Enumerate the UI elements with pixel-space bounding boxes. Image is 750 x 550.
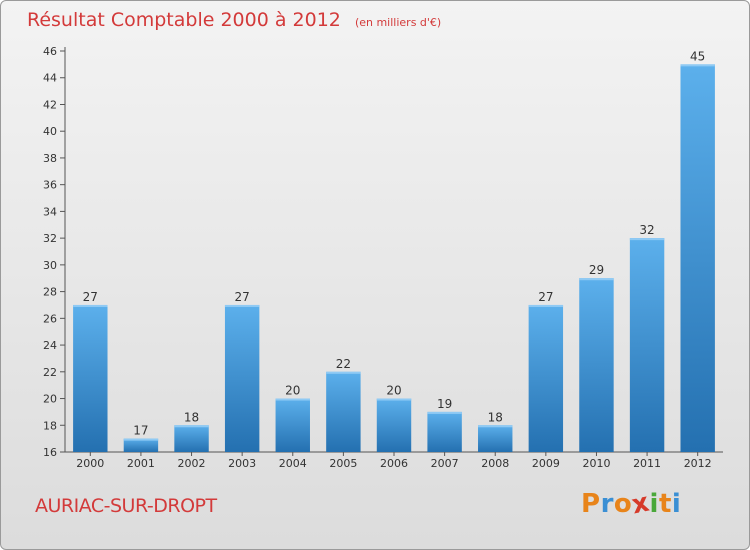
data-label: 19 (437, 397, 452, 411)
data-label: 29 (589, 263, 604, 277)
bar-rect (579, 278, 614, 452)
x-tick-label: 2010 (582, 457, 610, 470)
bar-rect (427, 411, 462, 452)
logo-letter: r (600, 489, 614, 519)
y-tick-label: 24 (43, 339, 57, 352)
x-axis: 2000 2001 2002 2003 2004 2005 2006 2007 2008 2009… (65, 451, 723, 470)
data-label: 20 (285, 384, 300, 398)
bar-highlight (629, 238, 665, 241)
y-tick-label: 20 (43, 393, 57, 406)
bar-rect (629, 238, 665, 452)
y-tick-label: 26 (43, 312, 57, 325)
x-tick-label: 2009 (532, 457, 560, 470)
logo-letter: t (658, 489, 672, 519)
x-tick-label: 2005 (329, 457, 357, 470)
y-tick-label: 46 (43, 45, 57, 58)
y-tick-label: 32 (43, 232, 57, 245)
bar-highlight (478, 425, 513, 428)
y-tick-label: 16 (43, 446, 57, 459)
bar-rect (224, 304, 260, 452)
y-tick-label: 38 (43, 152, 57, 165)
y-tick-label: 42 (43, 98, 57, 111)
y-tick-label: 28 (43, 286, 57, 299)
chart-title: Résultat Comptable 2000 à 2012 (en milli… (27, 9, 441, 31)
data-label: 45 (690, 49, 705, 63)
x-tick-label: 2003 (228, 457, 256, 470)
bar-2001 (123, 438, 159, 452)
bar-rect (73, 304, 108, 452)
data-label: 17 (133, 424, 148, 438)
chart-title-text: Résultat Comptable 2000 à 2012 (27, 9, 341, 31)
data-label: 27 (83, 290, 98, 304)
y-tick-label: 44 (43, 72, 57, 85)
data-label: 32 (639, 223, 654, 237)
data-label: 20 (386, 384, 401, 398)
x-tick-label: 2000 (76, 457, 104, 470)
y-tick-label: 40 (43, 125, 57, 138)
y-tick-label: 22 (43, 366, 57, 379)
data-label: 27 (235, 290, 250, 304)
x-tick-label: 2008 (481, 457, 509, 470)
bar-2004 (275, 398, 310, 452)
bar-2002 (174, 425, 209, 452)
bar-2006 (376, 398, 412, 452)
bar-2012 (680, 64, 715, 452)
y-tick-label: 30 (43, 259, 57, 272)
bar-2000 (73, 304, 108, 452)
data-label: 18 (184, 410, 199, 424)
x-tick-label: 2011 (633, 457, 661, 470)
y-tick-label: 34 (43, 205, 57, 218)
y-axis: 16 18 20 22 24 26 28 30 32 34 36 38 40 42 44 46 (43, 45, 66, 459)
bar-highlight (174, 425, 209, 428)
bar-rect (123, 438, 159, 452)
proxiti-logo[interactable]: Proxiti (581, 488, 682, 521)
x-tick-label: 2012 (684, 457, 712, 470)
bar-rect (376, 398, 412, 452)
logo-letter: i (649, 489, 659, 519)
bar-2005 (326, 371, 361, 452)
bar-highlight (376, 398, 412, 401)
x-tick-label: 2004 (279, 457, 307, 470)
chart-subtitle: (en milliers d'€) (354, 16, 442, 29)
bar-2003 (224, 304, 260, 452)
bar-highlight (224, 304, 260, 307)
y-tick-label: 36 (43, 179, 57, 192)
bar-rect (275, 398, 310, 452)
bar-highlight (427, 411, 462, 414)
bar-highlight (528, 304, 564, 307)
bar-highlight (680, 64, 715, 67)
bar-highlight (326, 371, 361, 374)
logo-letter: o (613, 489, 633, 519)
data-label: 22 (336, 357, 351, 371)
bars (73, 64, 715, 452)
logo-letter: i (671, 489, 682, 519)
bar-2010 (579, 278, 614, 452)
bar-highlight (73, 304, 108, 307)
x-tick-label: 2002 (178, 457, 206, 470)
bar-2007 (427, 411, 462, 452)
x-tick-label: 2007 (431, 457, 459, 470)
y-tick-label: 18 (43, 419, 57, 432)
bar-rect (528, 304, 564, 452)
bar-highlight (275, 398, 310, 401)
bar-2009 (528, 304, 564, 452)
bar-highlight (123, 438, 159, 441)
bar-highlight (579, 278, 614, 281)
x-tick-label: 2001 (127, 457, 155, 470)
bar-rect (680, 64, 715, 452)
bar-rect (174, 425, 209, 452)
data-label: 18 (488, 410, 503, 424)
data-labels: 27 17 18 27 20 22 20 19 18 27 29 32 45 (83, 49, 706, 437)
bar-rect (478, 425, 513, 452)
bar-2011 (629, 238, 665, 452)
bar-2008 (478, 425, 513, 452)
bar-rect (326, 371, 361, 452)
data-label: 27 (538, 290, 553, 304)
x-tick-label: 2006 (380, 457, 408, 470)
commune-name: AURIAC-SUR-DROPT (35, 495, 217, 517)
logo-letter: P (581, 489, 601, 519)
